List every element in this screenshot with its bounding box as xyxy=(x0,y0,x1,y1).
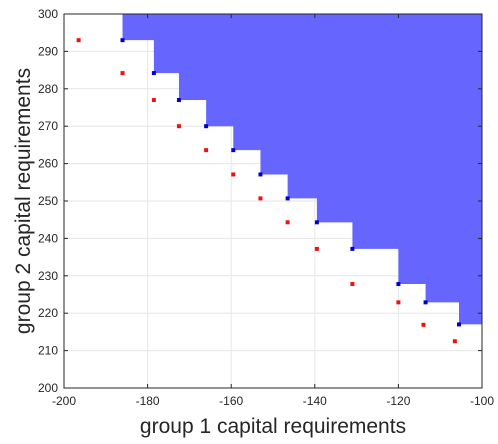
y-tick-label: 230 xyxy=(38,269,58,283)
blue-point xyxy=(204,124,209,129)
x-tick-label: -140 xyxy=(303,394,327,408)
red-point xyxy=(120,71,125,76)
blue-point xyxy=(457,322,462,327)
y-tick-label: 260 xyxy=(38,157,58,171)
y-tick-label: 300 xyxy=(38,7,58,21)
y-axis-ticks: 200 210 220 230 240 250 260 270 280 290 300 xyxy=(38,7,482,395)
red-point xyxy=(176,124,181,129)
x-axis-ticks: -200 -180 -160 -140 -120 -100 xyxy=(52,14,494,408)
blue-point xyxy=(423,300,428,305)
red-point xyxy=(258,196,263,201)
x-tick-label: -120 xyxy=(386,394,410,408)
y-tick-label: 240 xyxy=(38,231,58,245)
x-tick-label: -180 xyxy=(136,394,160,408)
red-point xyxy=(204,148,209,153)
blue-point xyxy=(120,38,125,43)
y-tick-label: 220 xyxy=(38,306,58,320)
red-point xyxy=(452,339,457,344)
y-tick-label: 210 xyxy=(38,344,58,358)
blue-point xyxy=(314,220,319,225)
blue-point xyxy=(258,172,263,177)
y-tick-label: 290 xyxy=(38,44,58,58)
x-tick-label: -100 xyxy=(470,394,494,408)
red-point xyxy=(285,220,290,225)
red-point xyxy=(151,98,156,103)
blue-point xyxy=(231,148,236,153)
x-tick-label: -200 xyxy=(52,394,76,408)
red-point xyxy=(231,172,236,177)
y-axis-label: group 2 capital requirements xyxy=(12,68,35,334)
red-point xyxy=(76,38,81,43)
y-tick-label: 280 xyxy=(38,82,58,96)
y-tick-label: 200 xyxy=(38,381,58,395)
red-point xyxy=(421,322,426,327)
y-tick-label: 270 xyxy=(38,119,58,133)
red-point xyxy=(314,246,319,251)
red-point xyxy=(350,282,355,287)
y-tick-label: 250 xyxy=(38,194,58,208)
data-points xyxy=(76,38,462,344)
blue-point xyxy=(285,196,290,201)
x-tick-label: -160 xyxy=(219,394,243,408)
x-axis-label: group 1 capital requirements xyxy=(140,415,406,438)
shaded-region xyxy=(122,14,483,325)
blue-point xyxy=(176,98,181,103)
blue-point xyxy=(350,246,355,251)
blue-point xyxy=(151,71,156,76)
red-point xyxy=(396,300,401,305)
blue-point xyxy=(396,282,401,287)
